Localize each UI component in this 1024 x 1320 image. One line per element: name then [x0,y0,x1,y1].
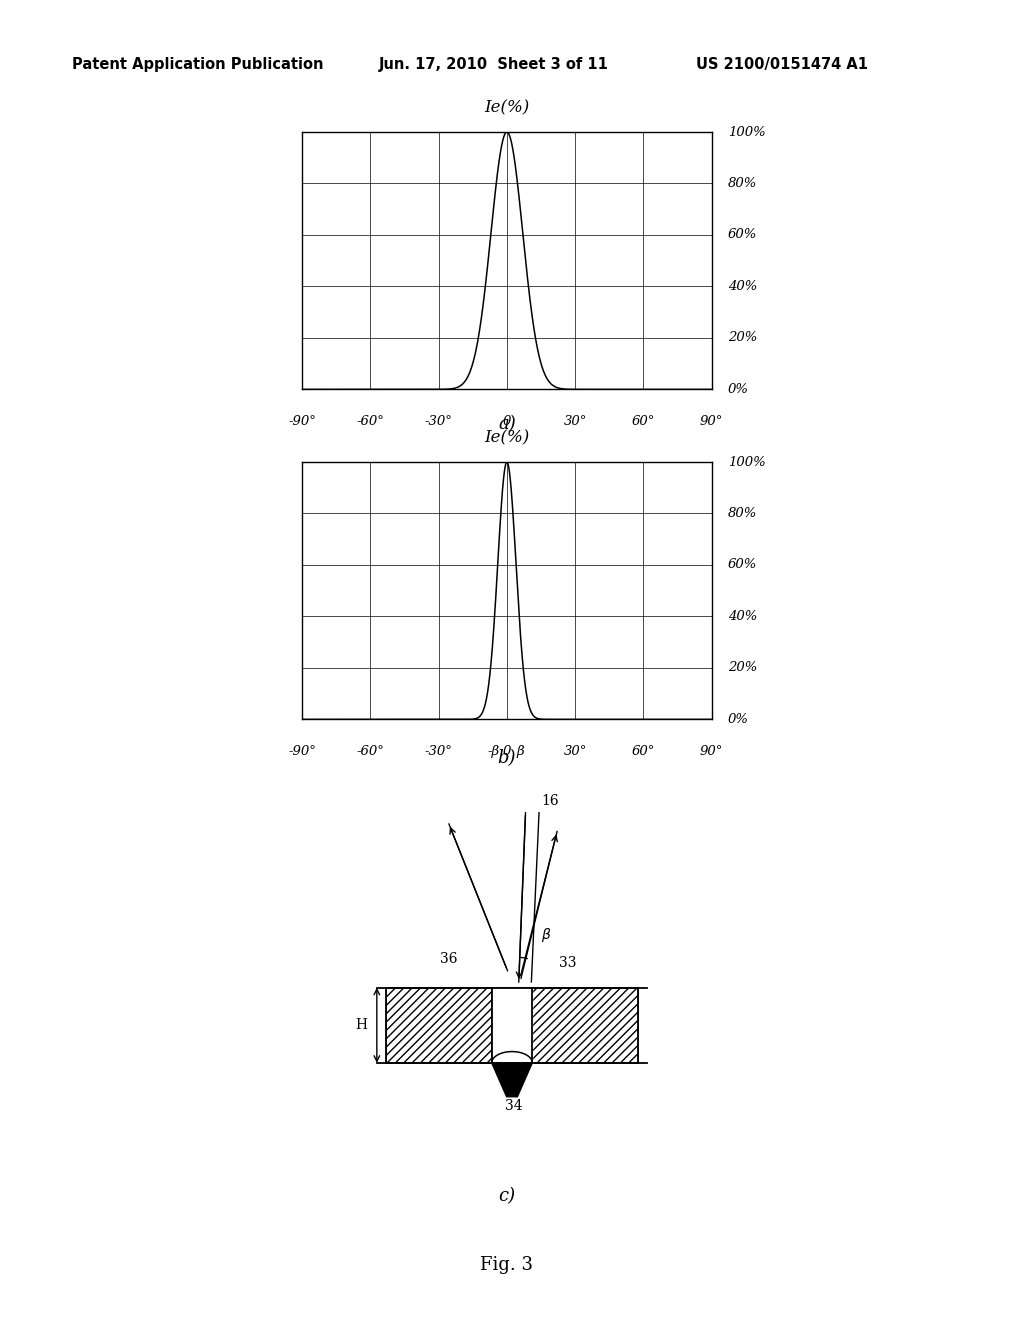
Text: -60°: -60° [356,744,384,758]
Text: Patent Application Publication: Patent Application Publication [72,57,324,71]
Polygon shape [492,1063,532,1097]
Text: 0: 0 [503,416,511,428]
Text: 90°: 90° [700,744,723,758]
Text: 36: 36 [440,952,458,966]
Text: a): a) [498,414,516,433]
Text: 30°: 30° [563,744,587,758]
Text: -30°: -30° [425,416,453,428]
Text: 60%: 60% [728,558,758,572]
Text: Jun. 17, 2010  Sheet 3 of 11: Jun. 17, 2010 Sheet 3 of 11 [379,57,608,71]
Text: 100%: 100% [728,125,766,139]
Text: c): c) [499,1187,515,1205]
Text: -β: -β [487,744,500,758]
Text: 0%: 0% [728,713,750,726]
Text: -90°: -90° [288,416,316,428]
Text: 80%: 80% [728,177,758,190]
Text: 60%: 60% [728,228,758,242]
Text: $\beta$: $\beta$ [542,925,552,944]
Text: Ie(%): Ie(%) [484,99,529,116]
Text: 34: 34 [506,1098,523,1113]
Text: 16: 16 [542,795,559,808]
Text: 60°: 60° [632,744,655,758]
Text: 33: 33 [559,956,577,970]
Text: 20%: 20% [728,661,758,675]
Text: -90°: -90° [288,744,316,758]
Text: 0: 0 [503,744,511,758]
Text: 0%: 0% [728,383,750,396]
Text: Ie(%): Ie(%) [484,429,529,446]
Text: 60°: 60° [632,416,655,428]
Text: 30°: 30° [563,416,587,428]
Text: β: β [517,744,524,758]
Polygon shape [386,987,492,1063]
Text: Fig. 3: Fig. 3 [480,1255,534,1274]
Text: -30°: -30° [425,744,453,758]
Text: 20%: 20% [728,331,758,345]
Text: US 2100/0151474 A1: US 2100/0151474 A1 [696,57,868,71]
Text: 40%: 40% [728,610,758,623]
Text: b): b) [498,748,516,767]
Text: 80%: 80% [728,507,758,520]
Text: 100%: 100% [728,455,766,469]
Text: -60°: -60° [356,416,384,428]
Text: 40%: 40% [728,280,758,293]
Polygon shape [532,987,638,1063]
Text: 90°: 90° [700,416,723,428]
Text: H: H [355,1018,367,1032]
Polygon shape [492,987,532,1063]
